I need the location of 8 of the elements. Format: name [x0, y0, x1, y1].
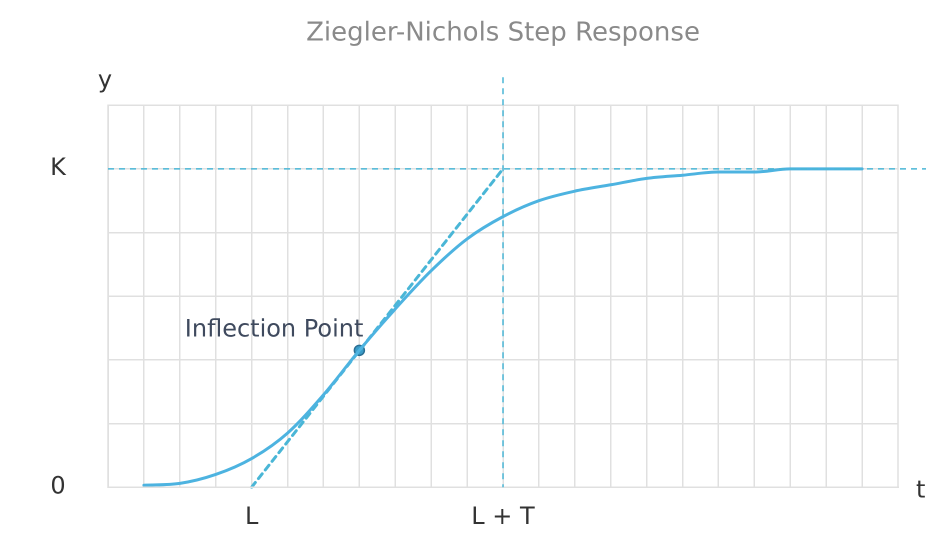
- x-axis-title: t: [916, 475, 926, 504]
- series-label: Inflection Point: [184, 314, 364, 343]
- x-tick-label: L + T: [471, 502, 536, 530]
- y-axis-title: y: [98, 65, 112, 94]
- chart-title: Ziegler-Nichols Step Response: [306, 17, 700, 48]
- ref-line-label: K: [50, 153, 68, 182]
- text: 0: [50, 471, 66, 500]
- x-tick-label: L: [244, 502, 259, 530]
